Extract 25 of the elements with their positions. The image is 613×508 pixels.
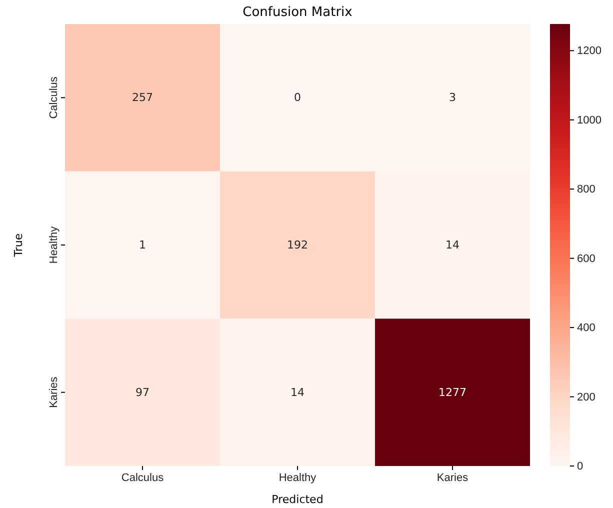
y-tick-label: Calculus [48,76,60,119]
data-label: 3 [449,91,456,104]
color-bar-label: 1000 [577,114,602,126]
y-tick-label: Karies [48,376,60,408]
data-label: 14 [290,386,304,399]
color-bar-label: 800 [577,184,596,196]
color-bar-label: 1200 [577,45,602,58]
color-bar-label: 200 [577,391,596,404]
x-tick-label: Karies [436,472,469,484]
data-label: 1277 [438,386,466,399]
data-label: 0 [294,91,301,104]
color-bar-label: 400 [577,322,596,334]
y-axis-title: True [12,233,25,258]
x-axis-title: Predicted [272,493,324,506]
y-tick-label: Healthy [48,226,60,264]
color-bar-label: 0 [577,460,584,473]
data-label: 14 [446,238,460,252]
chart-title: Confusion Matrix [242,5,353,20]
x-tick-label: Calculus [121,472,164,484]
data-label: 257 [132,91,153,104]
x-tick-label: Healthy [278,472,317,484]
data-label: 1 [139,238,146,252]
color-bar-label: 600 [577,252,596,265]
data-label: 192 [287,238,308,252]
data-label: 97 [136,386,150,399]
